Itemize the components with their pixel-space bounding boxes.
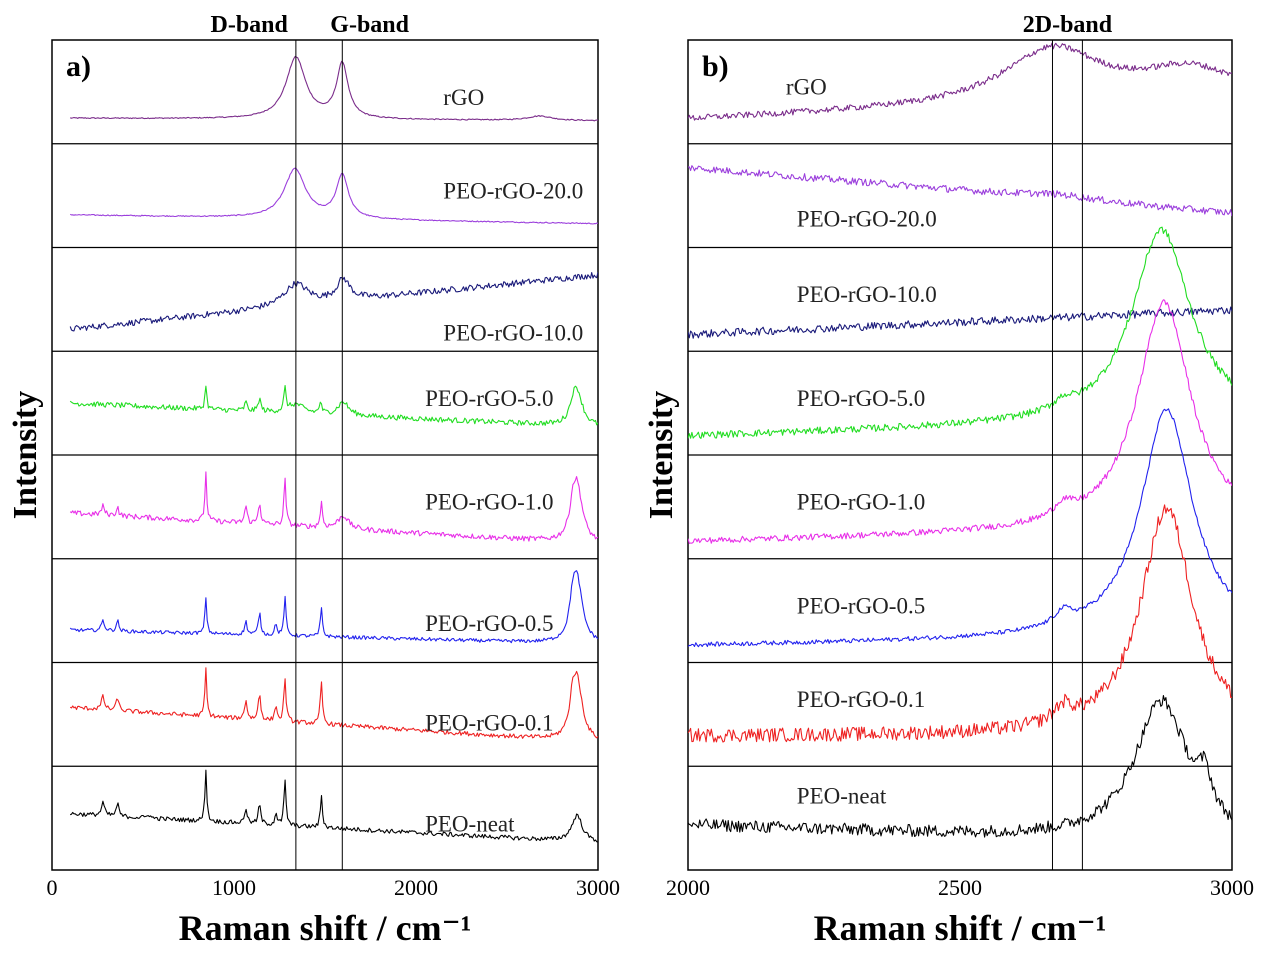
spectrum-peo-rgo-0-1 xyxy=(69,667,598,739)
spectrum-peo-rgo-10-0 xyxy=(688,306,1232,339)
series-label: PEO-rGO-0.1 xyxy=(425,711,553,736)
spectrum-rgo xyxy=(688,42,1232,121)
series-label: PEO-rGO-5.0 xyxy=(425,386,553,411)
spectrum-rgo xyxy=(70,55,598,122)
series-label: PEO-rGO-1.0 xyxy=(797,490,925,515)
spectrum-peo-rgo-0-1 xyxy=(688,504,1232,743)
y-axis-title: Intensity xyxy=(7,391,44,519)
x-axis-title: Raman shift / cm⁻¹ xyxy=(814,908,1107,948)
band-label-d: D-band xyxy=(211,12,289,38)
spectrum-peo-neat xyxy=(688,695,1232,838)
spectrum-peo-rgo-1-0 xyxy=(688,299,1232,544)
spectrum-peo-rgo-20-0 xyxy=(688,165,1232,217)
spectrum-peo-rgo-10-0 xyxy=(69,271,598,332)
series-label: rGO xyxy=(786,75,827,100)
series-label: PEO-neat xyxy=(797,783,887,808)
x-tick-label: 2000 xyxy=(666,875,710,900)
spectrum-peo-neat xyxy=(70,769,598,843)
series-label: PEO-rGO-20.0 xyxy=(443,178,583,203)
series-label: rGO xyxy=(443,85,484,110)
spectrum-peo-rgo-1-0 xyxy=(69,471,598,542)
series-label: PEO-rGO-1.0 xyxy=(425,490,553,515)
series-label: PEO-rGO-20.0 xyxy=(797,206,937,231)
x-tick-label: 3000 xyxy=(1210,875,1254,900)
spectrum-peo-rgo-0-5 xyxy=(688,408,1232,648)
series-label: PEO-neat xyxy=(425,811,515,836)
y-axis-title: Intensity xyxy=(643,391,680,519)
series-label: PEO-rGO-10.0 xyxy=(443,321,583,346)
spectrum-peo-rgo-20-0 xyxy=(70,167,598,225)
x-tick-label: 2000 xyxy=(394,875,438,900)
panel-a: rGO PEO-rGO-20.0 PEO-rGO-10.0 PEO-rGO-5.0 PE… xyxy=(7,12,620,948)
x-tick-label: 2500 xyxy=(938,875,982,900)
series-label: PEO-rGO-5.0 xyxy=(797,386,925,411)
panel-label: b) xyxy=(702,50,729,83)
band-label-g: G-band xyxy=(330,12,409,38)
series-label: PEO-rGO-0.1 xyxy=(797,687,925,712)
x-tick-label: 1000 xyxy=(212,875,256,900)
spectrum-peo-rgo-5-0 xyxy=(688,226,1232,439)
x-tick-label: 3000 xyxy=(576,875,620,900)
panel-b: rGO PEO-rGO-20.0 PEO-rGO-10.0 PEO-rGO-5.0 PE… xyxy=(643,12,1254,948)
spectrum-peo-rgo-5-0 xyxy=(69,384,598,426)
spectrum-peo-rgo-0-5 xyxy=(69,570,598,644)
series-label: PEO-rGO-10.0 xyxy=(797,282,937,307)
panel-label: a) xyxy=(66,50,91,83)
x-tick-label: 0 xyxy=(47,875,58,900)
series-label: PEO-rGO-0.5 xyxy=(425,611,553,636)
x-axis-title: Raman shift / cm⁻¹ xyxy=(179,908,472,948)
band-label-2d: 2D-band xyxy=(1023,12,1113,38)
series-label: PEO-rGO-0.5 xyxy=(797,593,925,618)
